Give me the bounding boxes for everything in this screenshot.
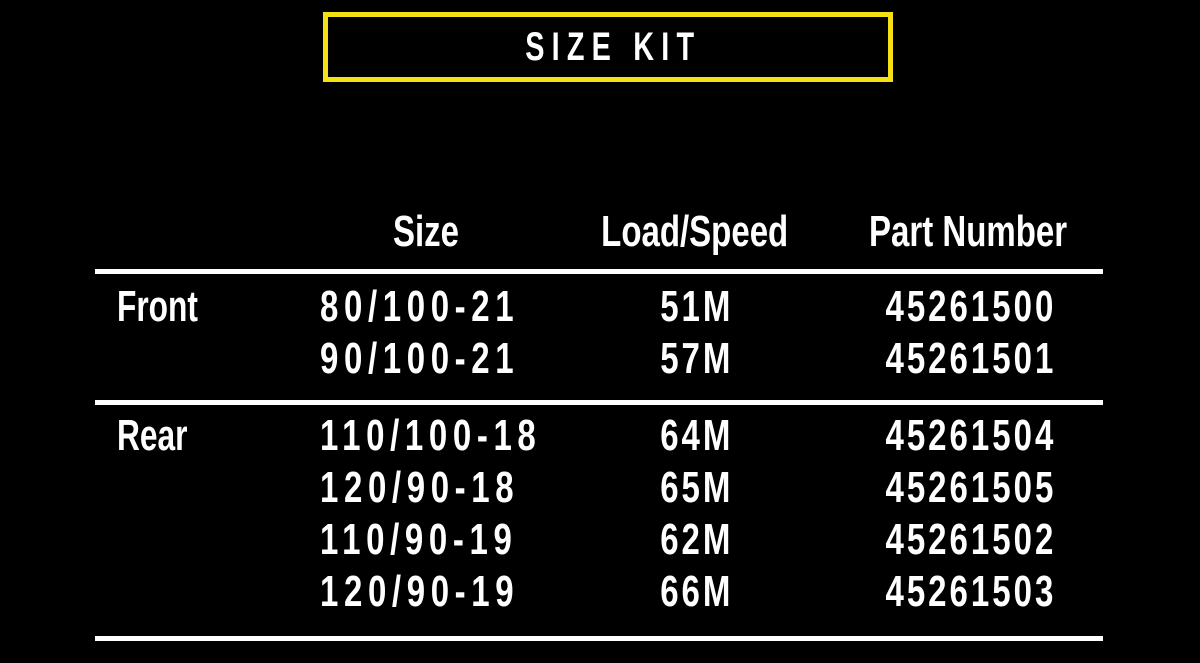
size-cell: 120/90-18 [320,463,520,512]
size-cell: 80/100-21 [320,282,520,331]
group-label-rear: Rear [117,411,188,460]
part-number-cell: 45261505 [885,463,1056,512]
header-size-label: Size [393,207,460,256]
load-speed-cell: 51M [660,282,734,331]
size-cell: 110/90-19 [320,515,518,564]
size-cell: 110/100-18 [320,411,542,460]
size-kit-banner: SIZE KIT [323,12,893,82]
load-speed-cell: 65M [660,463,734,512]
table-header-row: Size Load/Speed Part Number [95,205,1103,274]
table-row: 90/100-21 57M 45261501 [95,333,1103,385]
header-size: Size [320,207,570,257]
part-number-cell: 45261504 [885,411,1056,460]
front-group: Front 80/100-21 51M 45261500 90/100-21 [95,274,1103,400]
header-load-speed: Load/Speed [570,207,820,257]
load-speed-cell: 66M [660,567,734,616]
table-row: 120/90-19 66M 45261503 [95,566,1103,618]
header-load-speed-label: Load/Speed [601,207,789,256]
rear-group: Rear 110/100-18 64M 45261504 120/90-18 [95,400,1103,641]
part-number-cell: 45261503 [885,567,1056,616]
group-label-front: Front [117,282,198,331]
part-number-cell: 45261500 [885,282,1056,331]
header-part-number: Part Number [820,207,1103,257]
header-part-number-label: Part Number [869,207,1068,256]
size-kit-table: Size Load/Speed Part Number Front 80/100… [95,205,1103,641]
part-number-cell: 45261501 [885,334,1056,383]
load-speed-cell: 62M [660,515,734,564]
size-cell: 90/100-21 [320,334,520,383]
page-title: SIZE KIT [524,24,701,69]
load-speed-cell: 57M [660,334,734,383]
load-speed-cell: 64M [660,411,734,460]
table-row: Front 80/100-21 51M 45261500 [95,281,1103,333]
part-number-cell: 45261502 [885,515,1056,564]
table-row: 110/90-19 62M 45261502 [95,514,1103,566]
table-row: 120/90-18 65M 45261505 [95,462,1103,514]
table-row: Rear 110/100-18 64M 45261504 [95,410,1103,462]
size-cell: 120/90-19 [320,567,520,616]
